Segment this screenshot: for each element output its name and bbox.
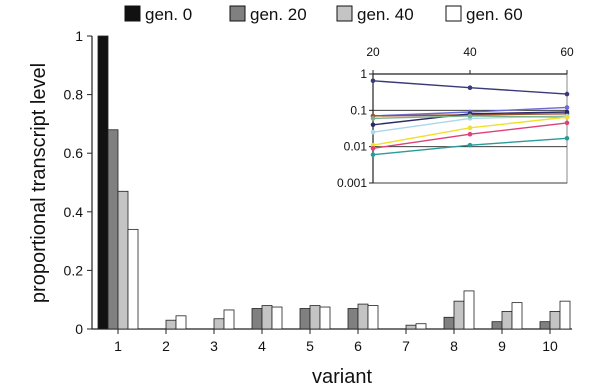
inset-point [370, 116, 376, 121]
bar [405, 324, 417, 330]
inset-point [564, 105, 570, 110]
x-tick-label: 10 [542, 338, 558, 354]
legend-swatch [336, 5, 353, 22]
bar [491, 321, 503, 330]
legend-label: gen. 0 [145, 5, 192, 24]
inset-x-tick-label: 40 [463, 45, 477, 59]
inset-point [370, 142, 376, 148]
bar [107, 129, 119, 330]
inset-y-tick-label: 1 [360, 67, 367, 81]
y-axis-title: proportional transcript level [28, 63, 50, 303]
x-tick-label: 3 [210, 338, 218, 354]
bar [251, 308, 263, 330]
inset-point [564, 109, 570, 115]
y-tick-label: 0 [75, 321, 83, 337]
bar [539, 321, 551, 330]
x-tick-label: 7 [402, 338, 410, 354]
bar [453, 300, 465, 330]
bar [97, 35, 109, 330]
x-tick-label: 9 [498, 338, 506, 354]
bar [443, 316, 455, 330]
legend: gen. 0 gen. 20 gen. 40 gen. 60 [124, 5, 523, 24]
bar [357, 303, 369, 330]
bar [165, 319, 177, 330]
inset-y-tick-label: 0.01 [344, 140, 368, 154]
x-tick-label: 5 [306, 338, 314, 354]
bar [127, 228, 139, 330]
inset-point [467, 113, 473, 119]
bar [511, 302, 523, 330]
inset-y-tick-label: 0.1 [350, 103, 367, 117]
bar [309, 305, 321, 330]
inset-x-tick-label: 20 [366, 45, 380, 59]
bar [175, 315, 187, 330]
bar [213, 318, 225, 330]
inset-point [370, 122, 376, 128]
inset-x-tick-label: 60 [560, 45, 574, 59]
inset-point [467, 125, 473, 131]
bar [367, 305, 379, 330]
bar [271, 306, 283, 330]
legend-label: gen. 40 [357, 5, 414, 24]
inset-point [370, 78, 376, 84]
bar [347, 308, 359, 330]
inset-point [467, 142, 473, 148]
bar [261, 305, 273, 330]
bar [559, 300, 571, 330]
inset-point [564, 120, 570, 126]
inset-point [564, 114, 570, 120]
x-tick-label: 1 [114, 338, 122, 354]
bar [549, 311, 561, 330]
bar [319, 306, 331, 330]
inset-point [370, 129, 376, 135]
inset-plot: 0.001 0.01 0.1 1 20 40 60 [337, 45, 574, 190]
inset-point [564, 135, 570, 141]
bar [117, 190, 129, 330]
y-tick-label: 0.4 [64, 204, 84, 220]
y-tick-label: 0.2 [64, 262, 84, 278]
y-tick-label: 0.8 [64, 87, 84, 103]
inset-point [564, 91, 570, 97]
x-tick-label: 6 [354, 338, 362, 354]
bar [223, 309, 235, 330]
inset-point [467, 85, 473, 90]
bar [299, 308, 311, 330]
bar [463, 290, 475, 330]
legend-label: gen. 60 [466, 5, 523, 24]
legend-label: gen. 20 [250, 5, 307, 24]
x-tick-label: 2 [162, 338, 170, 354]
inset-point [370, 146, 376, 151]
inset-point [467, 131, 473, 137]
legend-swatch [445, 5, 462, 22]
legend-swatch [229, 5, 246, 22]
inset-point [370, 152, 376, 158]
x-tick-label: 4 [258, 338, 266, 354]
main-plot: 0 0.2 0.4 0.6 0.8 1 1 2 3 4 5 6 7 8 9 10 variant proporti… [28, 28, 572, 388]
x-tick-label: 8 [450, 338, 458, 354]
bar [501, 311, 513, 330]
bar [415, 323, 427, 330]
y-tick-label: 0.6 [64, 145, 84, 161]
legend-swatch [124, 5, 141, 22]
y-tick-label: 1 [75, 28, 83, 44]
x-axis-title: variant [312, 366, 372, 388]
inset-y-tick-label: 0.001 [337, 176, 367, 190]
